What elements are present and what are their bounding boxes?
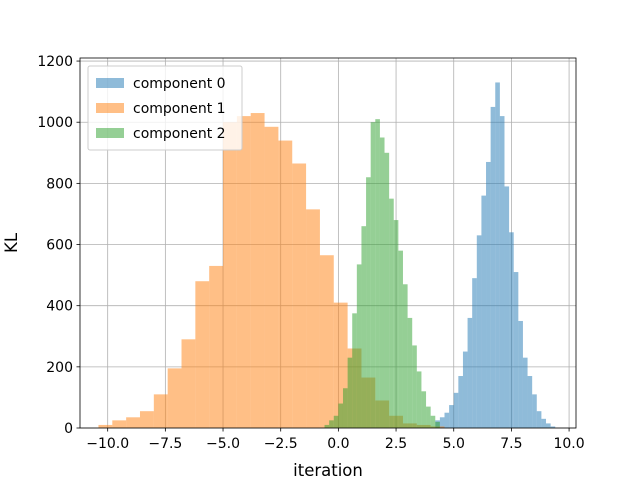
histogram-bar: [361, 226, 367, 428]
histogram-bar: [250, 113, 265, 428]
plot-frame: [79, 57, 577, 429]
histogram-bar: [435, 421, 440, 428]
x-tick-label: −7.5: [148, 436, 182, 452]
histogram-bar: [126, 417, 140, 428]
axis-ticks: −10.0 −7.5 −5.0 −2.5 0.0 2.5 5.0 7.5 10.0 0 200 400…: [37, 54, 584, 452]
histogram-bar: [338, 403, 343, 428]
histogram-bar: [292, 163, 307, 429]
histogram-bar: [416, 371, 422, 428]
y-tick-label: 1200: [37, 54, 73, 70]
histogram-bar: [458, 376, 463, 428]
histogram-bar: [509, 232, 514, 428]
histogram-bar: [264, 126, 279, 429]
histogram-bar: [352, 313, 357, 428]
histogram-bar: [319, 255, 334, 428]
histogram-bar: [393, 220, 399, 428]
legend-box: [87, 65, 243, 151]
legend-swatch: [96, 78, 124, 88]
histogram-bar: [453, 392, 459, 428]
histogram-bar: [550, 426, 556, 428]
histogram-bar: [472, 278, 477, 428]
y-axis-label: KL: [2, 232, 21, 253]
x-axis-label: iteration: [293, 461, 363, 480]
histogram-bar: [439, 417, 445, 428]
x-tick-label: 10.0: [553, 436, 584, 452]
histogram-bar: [384, 152, 390, 428]
histogram-bar: [236, 116, 251, 428]
histogram-bar: [444, 412, 450, 428]
y-tick-label: 0: [64, 421, 73, 437]
histogram-bar: [541, 418, 547, 428]
histogram-bars: [98, 82, 556, 429]
histogram-bar: [356, 264, 362, 428]
histogram-bar: [379, 137, 385, 428]
histogram-bar: [532, 394, 537, 428]
legend-label: component 0: [133, 76, 226, 92]
histogram-bar: [504, 186, 510, 428]
legend-label: component 1: [133, 101, 226, 117]
legend-swatch: [96, 103, 124, 113]
y-tick-label: 200: [46, 360, 73, 376]
histogram-bar: [513, 272, 519, 428]
histogram-bar: [407, 317, 413, 428]
series-2: [324, 119, 440, 428]
histogram-bar: [402, 284, 408, 428]
histogram-bar: [398, 250, 403, 428]
histogram-bar: [98, 424, 113, 428]
y-tick-label: 1000: [37, 115, 73, 131]
histogram-bar: [476, 235, 482, 428]
x-tick-label: 7.5: [500, 436, 522, 452]
histogram-bar: [375, 119, 380, 428]
histogram-bar: [342, 388, 348, 428]
histogram-bar: [490, 106, 496, 428]
histogram-bar: [329, 420, 334, 428]
x-tick-label: −10.0: [86, 436, 129, 452]
histogram-bar: [499, 116, 505, 428]
histogram-bar: [536, 411, 542, 428]
legend: component 0 component 1 component 2: [87, 65, 243, 151]
histogram-bar: [430, 415, 436, 428]
histogram-bar: [527, 376, 533, 428]
histogram-bar: [389, 198, 394, 428]
y-tick-label: 600: [46, 238, 73, 254]
histogram-bar: [462, 351, 468, 428]
histogram-bar: [347, 357, 353, 428]
histogram-bar: [223, 122, 237, 428]
series-0: [435, 82, 556, 429]
x-tick-label: 2.5: [385, 436, 407, 452]
histogram-bar: [412, 345, 417, 428]
histogram-bar: [546, 423, 551, 428]
histogram-bar: [112, 420, 127, 428]
histogram-bar: [306, 209, 320, 428]
histogram-bar: [366, 177, 371, 428]
y-tick-label: 800: [46, 176, 73, 192]
histogram-bar: [333, 415, 339, 428]
x-tick-label: −2.5: [264, 436, 298, 452]
histogram-bar: [195, 281, 210, 428]
histogram-bar: [181, 339, 196, 428]
histogram-bar: [467, 317, 473, 428]
histogram-bar: [167, 368, 182, 428]
histogram-bar: [324, 424, 330, 428]
histogram-bar: [426, 406, 431, 428]
histogram-bar: [486, 161, 491, 428]
histogram-bar: [522, 357, 528, 428]
histogram-bar: [278, 140, 293, 428]
histogram-bar: [481, 195, 487, 428]
histogram-bar: [153, 394, 168, 428]
y-tick-label: 400: [46, 299, 73, 315]
histogram-bar: [370, 122, 376, 428]
histogram-bar: [495, 82, 500, 429]
histogram-bar: [518, 320, 523, 428]
histogram-bar: [139, 411, 154, 428]
x-tick-label: −5.0: [206, 436, 240, 452]
histogram-bar: [209, 265, 224, 428]
legend-label: component 2: [133, 126, 226, 142]
x-tick-label: 5.0: [443, 436, 465, 452]
histogram-bar: [449, 405, 454, 428]
histogram-bar: [421, 391, 427, 428]
legend-swatch: [96, 128, 124, 138]
x-tick-label: 0.0: [327, 436, 349, 452]
